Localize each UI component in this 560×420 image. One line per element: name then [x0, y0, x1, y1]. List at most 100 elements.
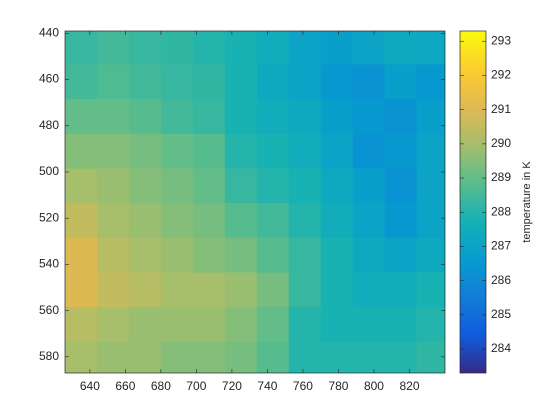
heatmap-cell [256, 307, 290, 343]
heatmap-cell [96, 272, 130, 308]
heatmap-cell [288, 307, 322, 343]
y-tick-label: 520 [39, 210, 59, 224]
heatmap-cell [160, 341, 194, 373]
y-tick-label: 580 [39, 349, 59, 363]
heatmap-cell [160, 64, 194, 100]
heatmap-cell [65, 307, 98, 343]
heatmap-cell [256, 272, 290, 308]
heatmap-cell [352, 203, 386, 239]
heatmap-cell [160, 307, 194, 343]
heatmap-cell [256, 133, 290, 169]
heatmap-cell [384, 99, 418, 135]
heatmap-cell [320, 133, 354, 169]
heatmap-cell [288, 272, 322, 308]
heatmap-cell [352, 307, 386, 343]
heatmap-cell [96, 64, 130, 100]
heatmap-cell [320, 203, 354, 239]
heatmap-cell [352, 237, 386, 273]
heatmap-cell [320, 168, 354, 204]
heatmap-cell [192, 31, 226, 66]
heatmap-cell [256, 31, 290, 66]
y-tick-label: 460 [39, 72, 59, 86]
x-tick-label: 740 [257, 379, 277, 393]
heatmap-cell [65, 99, 98, 135]
heatmap-cell [352, 133, 386, 169]
x-tick-label: 720 [222, 379, 242, 393]
heatmap-cell [320, 341, 354, 373]
colorbar-tick-label: 288 [491, 204, 511, 218]
heatmap-cell [192, 99, 226, 135]
heatmap-cell [96, 168, 130, 204]
heatmap-cell [96, 307, 130, 343]
colorbar-tick-label: 289 [491, 170, 511, 184]
heatmap-cell [288, 341, 322, 373]
x-tick-label: 640 [80, 379, 100, 393]
x-tick-label: 680 [151, 379, 171, 393]
heatmap-cell [320, 99, 354, 135]
y-tick-label: 500 [39, 164, 59, 178]
y-tick-label: 480 [39, 118, 59, 132]
heatmap-cell [352, 272, 386, 308]
heatmap-cell [192, 341, 226, 373]
heatmap-cell [96, 31, 130, 66]
heatmap-cell [288, 64, 322, 100]
heatmap-cell [384, 237, 418, 273]
heatmap-cell [160, 133, 194, 169]
heatmap-cell [192, 272, 226, 308]
x-tick-label: 780 [328, 379, 348, 393]
heatmap-cell [384, 307, 418, 343]
colorbar-label: temperature in K [521, 161, 533, 243]
heatmap-cell [416, 237, 445, 273]
heatmap-cell [320, 31, 354, 66]
heatmap-cell [192, 64, 226, 100]
colorbar [459, 30, 487, 374]
heatmap-cell [65, 203, 98, 239]
heatmap-cell [416, 272, 445, 308]
heatmap-cell [288, 133, 322, 169]
heatmap-cell [224, 341, 258, 373]
heatmap-cell [128, 307, 162, 343]
heatmap-cell [256, 64, 290, 100]
heatmap-cell [192, 168, 226, 204]
x-tick-label: 700 [186, 379, 206, 393]
heatmap-cell [384, 64, 418, 100]
heatmap-cell [96, 341, 130, 373]
heatmap-cell [192, 203, 226, 239]
heatmap-cell [384, 168, 418, 204]
heatmap-cell [288, 203, 322, 239]
x-tick-label: 760 [293, 379, 313, 393]
heatmap-cell [65, 272, 98, 308]
y-tick-label: 560 [39, 303, 59, 317]
heatmap-cell [65, 31, 98, 66]
heatmap-cell [352, 341, 386, 373]
heatmap-cell [224, 168, 258, 204]
heatmap-cell [128, 237, 162, 273]
heatmap-cell [352, 168, 386, 204]
heatmap-cell [416, 64, 445, 100]
heatmap-cell [224, 307, 258, 343]
heatmap-cell [256, 203, 290, 239]
colorbar-tick-label: 284 [491, 341, 511, 355]
y-tick-label: 440 [39, 25, 59, 39]
x-tick-label: 800 [364, 379, 384, 393]
heatmap-cell [288, 99, 322, 135]
heatmap-cell [384, 133, 418, 169]
colorbar-tick-label: 293 [491, 33, 511, 47]
heatmap-cell [128, 203, 162, 239]
heatmap-cell [256, 237, 290, 273]
heatmap-cell [256, 99, 290, 135]
heatmap-cell [288, 237, 322, 273]
heatmap-cell [256, 341, 290, 373]
heatmap-cell [192, 307, 226, 343]
colorbar-tick-label: 285 [491, 307, 511, 321]
colorbar-tick-label: 290 [491, 136, 511, 150]
colorbar-tick-label: 286 [491, 273, 511, 287]
heatmap-cell [224, 99, 258, 135]
heatmap-cell [288, 168, 322, 204]
heatmap-cell [320, 237, 354, 273]
x-tick-label: 820 [399, 379, 419, 393]
axes-box [64, 30, 446, 374]
colorbar-tick-label: 287 [491, 239, 511, 253]
heatmap-cell [288, 31, 322, 66]
